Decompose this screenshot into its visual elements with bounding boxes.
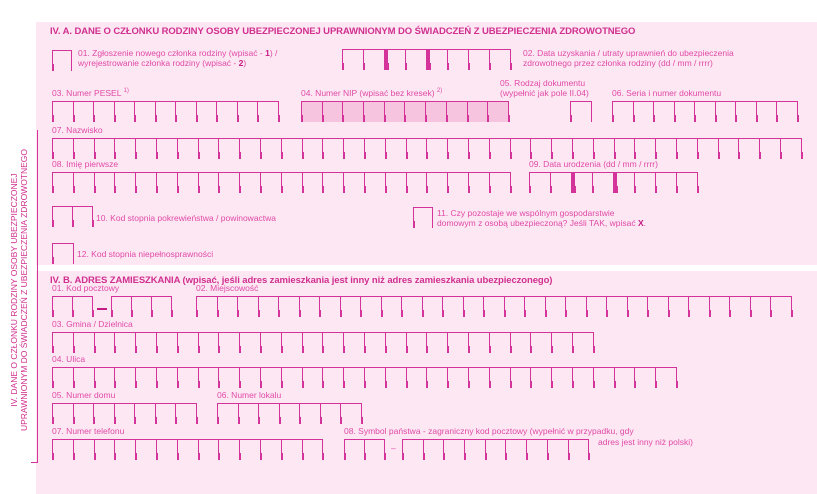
side-label: IV. DANE O CZŁONKU RODZINY OSOBY UBEZPIE… [9, 148, 29, 432]
phone-cells[interactable] [52, 439, 325, 460]
field-10-cells[interactable] [52, 206, 94, 227]
section-b-field-05-label: 05. Numer domu [52, 390, 116, 400]
field-06-cells[interactable] [612, 101, 799, 122]
field-11-box[interactable] [413, 207, 433, 228]
side-label-container: IV. DANE O CZŁONKU RODZINY OSOBY UBEZPIE… [4, 130, 36, 460]
postal-code-part1-cells[interactable] [52, 296, 94, 317]
field-08-label: 08. Imię pierwsze [52, 159, 119, 169]
field-08-firstname-cells[interactable] [52, 172, 512, 193]
side-bracket-line [37, 130, 38, 463]
country-symbol-cells[interactable] [344, 439, 386, 460]
section-separator [36, 265, 817, 271]
section-b-field-02-label: 02. Miejscowość [196, 283, 259, 293]
city-cells[interactable] [196, 296, 793, 317]
field-03-pesel-cells[interactable] [52, 101, 280, 122]
field-07-surname-cells[interactable] [52, 138, 803, 159]
section-b-field-06-label: 06. Numer lokalu [217, 390, 282, 400]
field-01-label: 01. Zgłoszenie nowego członka rodziny (w… [78, 48, 278, 68]
field-07-label: 07. Nazwisko [52, 125, 103, 135]
postal-code-part2-cells[interactable] [111, 296, 173, 317]
apartment-number-cells[interactable] [217, 403, 363, 424]
section-b-field-01-label: 01. Kod pocztowy [52, 283, 120, 293]
field-10-label: 10. Kod stopnia pokrewieństwa / powinowa… [96, 213, 277, 223]
field-06-label: 06. Seria i numer dokumentu [612, 88, 722, 98]
field-02-date-cells[interactable] [342, 49, 512, 70]
field-03-label: 03. Numer PESEL 1) [52, 88, 129, 98]
field-11-label: 11. Czy pozostaje we wspólnym gospodarst… [437, 208, 646, 228]
section-b-field-03-label: 03. Gmina / Dzielnica [52, 319, 133, 329]
section-a-title: IV. A. DANE O CZŁONKU RODZINY OSOBY UBEZ… [50, 26, 636, 37]
section-b-field-08-label-line1: 08. Symbol państwa - zagraniczny kod poc… [344, 426, 634, 436]
section-b-field-07-label: 07. Numer telefonu [52, 426, 125, 436]
field-12-label: 12. Kod stopnia niepełnosprawności [77, 249, 214, 259]
foreign-postal-code-cells[interactable] [402, 439, 591, 460]
form-background [36, 22, 817, 494]
postal-code-dash [97, 308, 107, 310]
field-04-label: 04. Numer NIP (wpisać bez kresek) 2) [301, 88, 443, 98]
field-05-label: 05. Rodzaj dokumentu (wypełnić jak pole I… [500, 78, 589, 98]
section-b-title: IV. B. ADRES ZAMIESZKANIA (wpisać, jeśli… [50, 275, 553, 286]
field-09-birthdate-cells[interactable] [529, 172, 699, 193]
field-05-box[interactable] [570, 101, 592, 122]
commune-cells[interactable] [52, 332, 595, 353]
section-b-field-04-label: 04. Ulica [52, 354, 86, 364]
field-09-label: 09. Data urodzenia (dd / mm / rrrr) [529, 159, 658, 169]
field-01-box[interactable] [52, 50, 72, 71]
field-02-label: 02. Data uzyskania / utraty uprawnień do… [523, 48, 734, 68]
field-12-box[interactable] [52, 243, 74, 264]
section-b-field-08-label-line2: adres jest inny niż polski) [598, 437, 693, 447]
house-number-cells[interactable] [52, 403, 198, 424]
side-bracket-tick [31, 462, 38, 463]
street-cells[interactable] [52, 367, 678, 388]
field-04-nip-cells[interactable] [301, 101, 510, 122]
foreign-postal-dash: – [391, 443, 396, 453]
